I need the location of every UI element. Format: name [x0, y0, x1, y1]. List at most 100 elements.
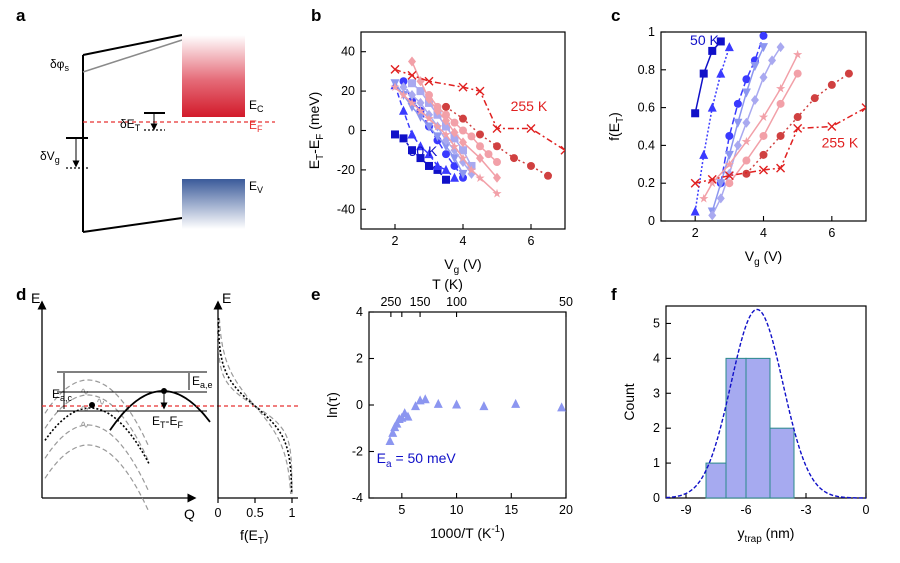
chart-b-point	[476, 153, 484, 164]
chart-c-y-label: f(ET)	[606, 112, 626, 141]
chart-b-point: ★	[475, 171, 486, 185]
chart-e-point	[420, 394, 430, 404]
chart-f-gaussian-fit	[665, 308, 866, 499]
chart-c-point	[724, 42, 734, 52]
chart-e-x-tick-label: 10	[450, 503, 464, 517]
chart-e-point	[557, 402, 567, 412]
chart-c-point	[733, 140, 742, 151]
chart-b-y-tick-label: 20	[341, 84, 355, 98]
chart-f-y-tick-label: 1	[653, 456, 660, 470]
chart-e-top-label: T (K)	[432, 276, 463, 292]
panel-label-c: c	[611, 6, 620, 25]
chart-b-point: ★	[466, 163, 477, 177]
d-wave-mark: ∿	[96, 395, 105, 408]
chart-b-point	[416, 87, 425, 96]
chart-f-y-label: Count	[621, 383, 637, 420]
valence-band-block	[182, 179, 245, 229]
chart-c-frame	[660, 31, 867, 222]
chart-c-point	[707, 102, 717, 112]
chart-c-point	[699, 149, 709, 159]
chart-e-y-tick-label: 0	[356, 398, 363, 412]
chart-c-point	[759, 131, 768, 140]
chart-e-point	[388, 427, 398, 437]
chart-b-point: ★	[415, 104, 426, 118]
chart-c-point	[707, 174, 717, 184]
chart-b-point	[425, 161, 433, 170]
chart-b-point: ★	[492, 187, 503, 201]
chart-b-point	[459, 114, 467, 123]
chart-c-annotation: 50 K	[690, 32, 719, 48]
chart-c-point	[699, 69, 708, 78]
d-energy-label: E	[31, 290, 40, 306]
chart-e-top-tick-label: 150	[410, 295, 431, 309]
chart-c-y-tick-label: 0.8	[638, 63, 655, 77]
chart-c-series-line	[694, 40, 722, 114]
chart-c-point: ★	[758, 110, 769, 124]
chart-c-point	[708, 210, 717, 221]
chart-b-point	[442, 150, 450, 159]
chart-b-point	[441, 142, 451, 152]
chart-b-annotation: 255 K	[511, 98, 548, 114]
d-q-label: Q	[184, 506, 195, 522]
chart-c-point	[733, 99, 742, 108]
chart-c-point	[793, 113, 802, 122]
chart-b-point	[407, 129, 417, 139]
chart-b-point	[476, 130, 484, 139]
chart-b-point: ★	[458, 151, 469, 165]
chart-b-point	[450, 134, 459, 143]
chart-e: 5 10 15 20 -4 -2 0 2 4 250 150 100 50 T (K) Ea = 50 me…	[324, 276, 573, 541]
chart-c-point	[708, 46, 717, 55]
chart-c-point	[733, 118, 743, 128]
eac-label: Ea,c	[52, 387, 73, 403]
chart-b-point	[493, 158, 501, 167]
chart-b-point	[442, 110, 450, 119]
chart-b-point: ★	[441, 127, 452, 141]
chart-b-point	[390, 64, 400, 74]
chart-c-point	[759, 165, 768, 175]
chart-f-y-tick-label: 5	[653, 316, 660, 330]
chart-e-point	[392, 418, 402, 428]
chart-b-point	[416, 141, 425, 151]
chart-f-bar	[769, 427, 795, 499]
chart-b-point	[510, 154, 518, 163]
chart-e-y-tick-label: 4	[356, 305, 363, 319]
chart-c-point: ★	[707, 176, 718, 190]
chart-b-y-tick-label: -40	[337, 202, 355, 216]
conduction-band-block	[182, 35, 245, 117]
chart-c-series-line	[720, 35, 765, 184]
chart-b-point	[476, 142, 484, 151]
charged-state-dot	[89, 402, 95, 408]
chart-b-x-tick-label: 6	[528, 234, 535, 248]
chart-c-point	[776, 42, 785, 53]
chart-c-point	[691, 109, 700, 118]
chart-c-point: ★	[724, 157, 735, 171]
chart-b-point	[408, 146, 416, 155]
chart-b-series-line	[394, 86, 498, 195]
d-fe-energy-label: E	[222, 290, 231, 306]
chart-e-y-tick-label: -4	[352, 491, 363, 505]
chart-b-point	[433, 102, 442, 111]
chart-c-point	[827, 80, 836, 89]
chart-b-point	[544, 171, 552, 180]
chart-b-x-tick-label: 4	[460, 234, 467, 248]
chart-c-x-tick-label: 4	[760, 226, 767, 240]
chart-e-frame	[368, 311, 567, 499]
chart-c-point	[742, 75, 751, 84]
chart-b-point: ★	[449, 139, 460, 153]
d-fe-tick-label: 0	[215, 506, 222, 520]
chart-b-point	[450, 118, 459, 127]
chart-c-x-label: Vg (V)	[745, 248, 782, 268]
chart-b-point	[493, 142, 501, 151]
d-gray-parabola	[44, 394, 150, 463]
chart-c-point	[750, 95, 759, 106]
chart-b-point	[408, 56, 416, 67]
chart-c-point: ★	[698, 191, 709, 205]
chart-b-point: ★	[407, 96, 418, 110]
chart-b-point	[399, 82, 408, 93]
chart-c-point: ★	[741, 135, 752, 149]
chart-b-point	[416, 112, 425, 122]
chart-c-point	[776, 131, 785, 140]
chart-f-y-tick-label: 4	[653, 351, 660, 365]
